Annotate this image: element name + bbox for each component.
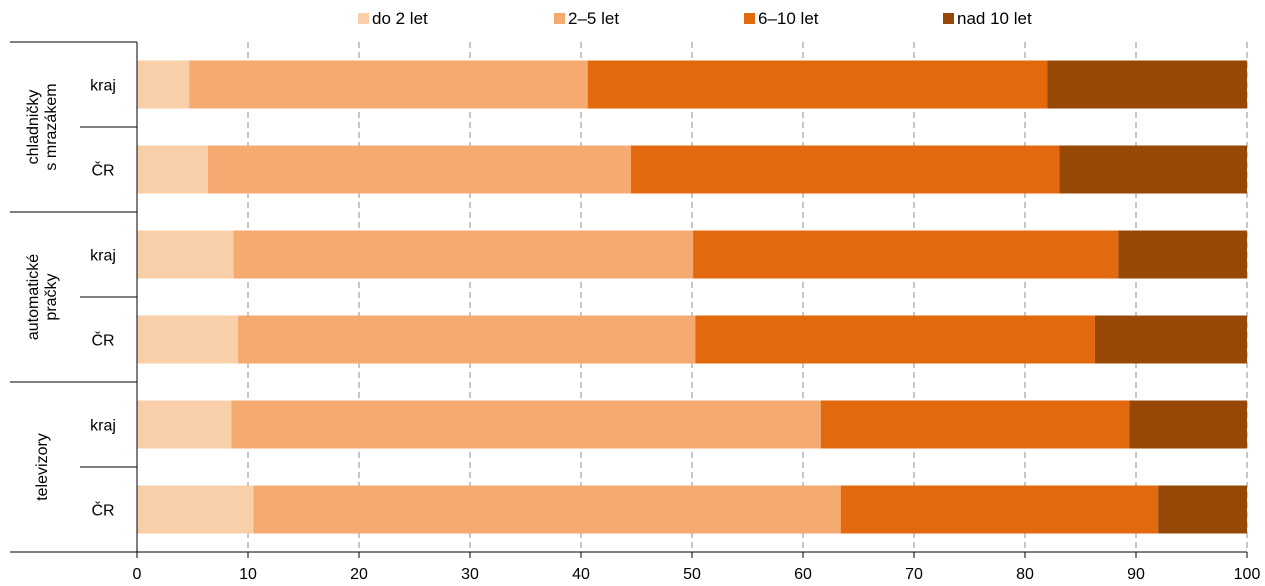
x-tick-label: 80: [1016, 566, 1034, 583]
group-label: televizory: [34, 433, 51, 501]
group-label-line: televizory: [34, 433, 51, 501]
group-label-line: automatické: [25, 254, 42, 340]
bar-segment: [821, 401, 1130, 449]
legend-label: nad 10 let: [957, 9, 1032, 28]
legend-swatch: [358, 13, 369, 24]
bar-segment: [1129, 401, 1247, 449]
row-label: ČR: [91, 501, 114, 520]
x-tick-label: 70: [905, 566, 923, 583]
bar-segment: [231, 401, 820, 449]
x-tick-label: 10: [239, 566, 257, 583]
row-label: ČR: [91, 331, 114, 350]
legend-label: 2–5 let: [568, 9, 619, 28]
bar-segment: [693, 231, 1118, 279]
group-label-line: chladničky: [25, 90, 42, 165]
gridlines: [248, 42, 1247, 552]
x-tick-label: 40: [572, 566, 590, 583]
bar-segment: [137, 231, 234, 279]
group-label-line: pračky: [43, 273, 60, 320]
bar-segment: [208, 146, 631, 194]
bar-segment: [189, 61, 587, 109]
row-label: ČR: [91, 161, 114, 180]
x-tick-label: 50: [683, 566, 701, 583]
bar-segment: [254, 486, 841, 534]
legend-swatch: [554, 13, 565, 24]
bar-segment: [841, 486, 1158, 534]
legend: do 2 let 2–5 let 6–10 let nad 10 let: [358, 9, 1032, 28]
bar-segment: [695, 316, 1095, 364]
bar-segment: [1158, 486, 1247, 534]
row-label: kraj: [90, 418, 116, 435]
group-labels: chladničkys mrazákem automaticképračky tel…: [25, 83, 60, 500]
x-tick-labels: 0 10 20 30 40 50 60 70 80 90 100: [133, 566, 1261, 583]
group-label: automaticképračky: [25, 254, 60, 340]
bar-segment: [238, 316, 695, 364]
bar-segment: [137, 316, 238, 364]
x-tick-label: 20: [350, 566, 368, 583]
bar-segment: [137, 146, 208, 194]
group-label-line: s mrazákem: [43, 83, 60, 170]
x-tick-label: 90: [1127, 566, 1145, 583]
row-labels: kraj ČR kraj ČR kraj ČR: [90, 78, 116, 520]
bar-segment: [1059, 146, 1247, 194]
row-label: kraj: [90, 78, 116, 95]
bar-segment: [1095, 316, 1247, 364]
bar-segment: [234, 231, 694, 279]
legend-label: 6–10 let: [758, 9, 819, 28]
bar-segment: [631, 146, 1059, 194]
x-tick-label: 0: [133, 566, 142, 583]
axes: [10, 42, 1247, 558]
x-tick-label: 60: [794, 566, 812, 583]
x-tick-label: 30: [461, 566, 479, 583]
legend-swatch: [943, 13, 954, 24]
row-label: kraj: [90, 248, 116, 265]
legend-swatch: [744, 13, 755, 24]
bar-segment: [1047, 61, 1247, 109]
x-tick-label: 100: [1234, 566, 1261, 583]
group-label: chladničkys mrazákem: [25, 83, 60, 170]
bar-segment: [588, 61, 1048, 109]
bar-segment: [137, 61, 189, 109]
bar-segment: [137, 486, 254, 534]
bar-segment: [1118, 231, 1247, 279]
legend-label: do 2 let: [372, 9, 428, 28]
bar-segment: [137, 401, 231, 449]
